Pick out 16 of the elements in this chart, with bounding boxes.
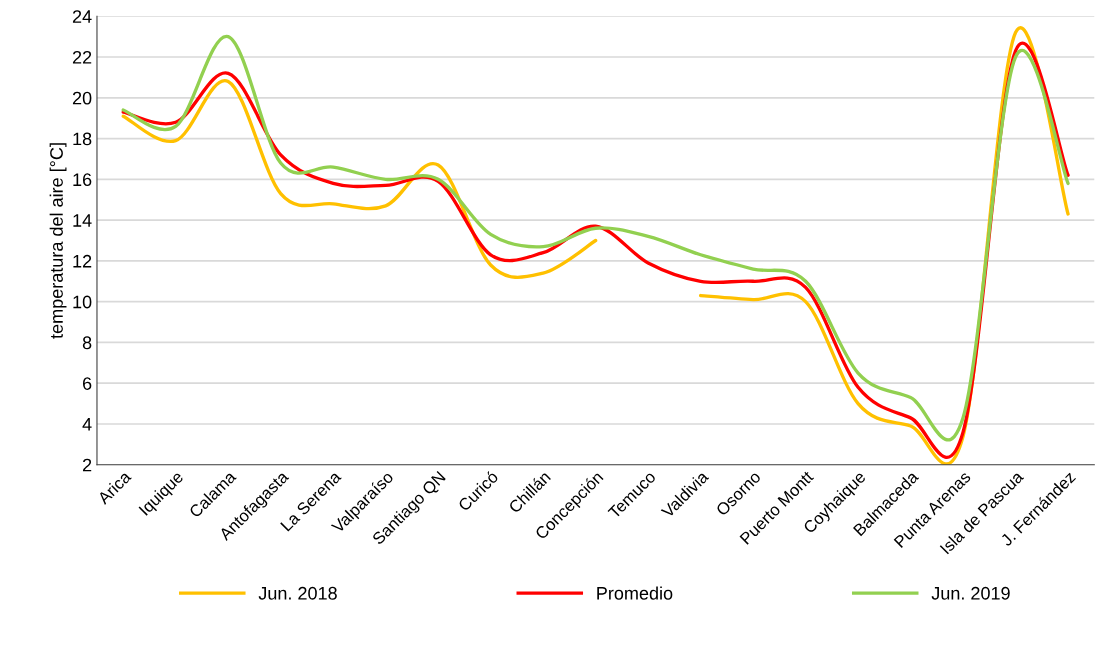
y-tick-label: 8: [82, 336, 92, 350]
y-tick-label: 2: [82, 458, 92, 472]
y-tick-label: 24: [72, 10, 92, 23]
y-tick-label: 22: [72, 50, 92, 64]
y-tick-label: 16: [73, 173, 92, 187]
y-tick-label: 14: [73, 214, 92, 227]
y-tick-label: 10: [73, 295, 92, 309]
legend-label: Jun. 2019: [931, 586, 1010, 600]
y-tick-label: 6: [82, 377, 92, 390]
legend-label: Promedio: [597, 586, 673, 600]
y-tick-label: 4: [82, 418, 92, 431]
y-tick-label: 12: [73, 254, 92, 268]
y-tick-label: 18: [73, 132, 92, 146]
y-axis-title: temperatura del aire [°C]: [49, 143, 67, 339]
legend-label: Jun. 2018: [258, 586, 337, 600]
y-tick-label: 20: [72, 91, 92, 105]
